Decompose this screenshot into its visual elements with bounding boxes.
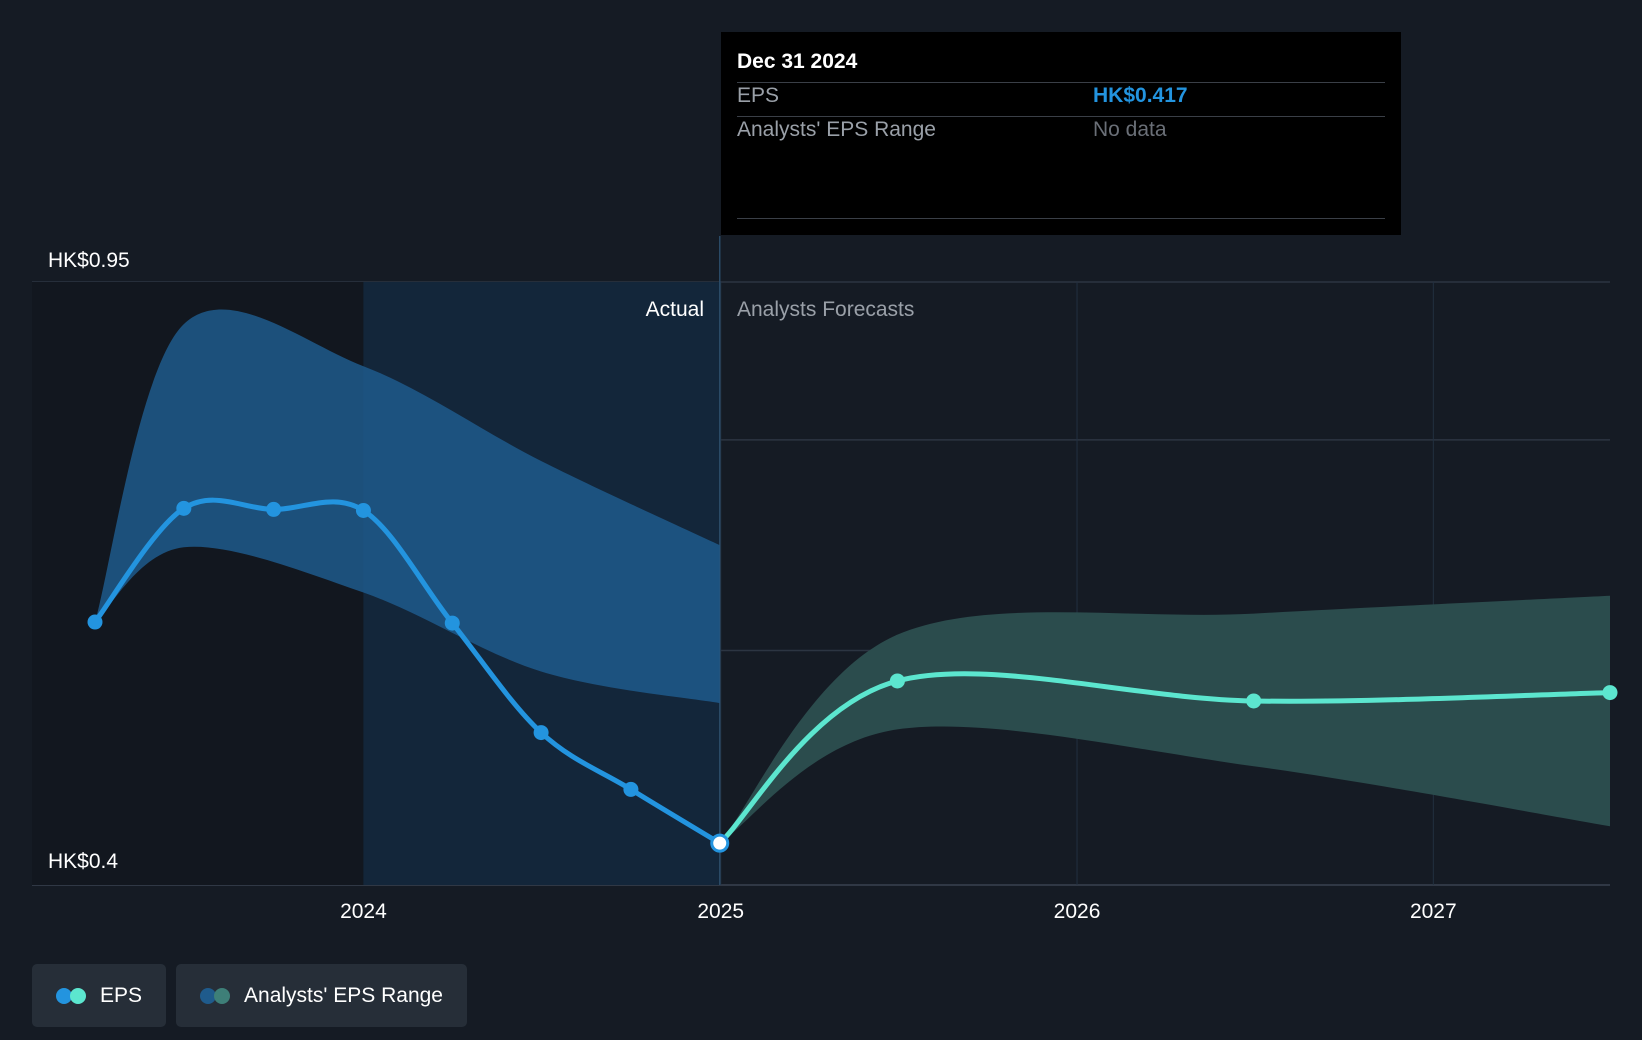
x-tick-label: 2024 bbox=[340, 900, 387, 923]
forecast-region-label: Analysts Forecasts bbox=[737, 298, 914, 321]
actual-region-label: Actual bbox=[646, 298, 704, 321]
eps-point-forecast bbox=[1246, 693, 1262, 709]
eps-line-forecast bbox=[717, 671, 1613, 846]
legend-eps-swatch bbox=[56, 987, 86, 1004]
legend: EPS Analysts' EPS Range bbox=[32, 964, 467, 1027]
x-tick-label: 2025 bbox=[697, 900, 744, 923]
legend-eps-label: EPS bbox=[100, 983, 143, 1007]
legend-range-label: Analysts' EPS Range bbox=[244, 983, 443, 1007]
range-band-forecast bbox=[719, 595, 1610, 844]
eps-point-actual bbox=[533, 725, 549, 741]
eps-point-actual bbox=[266, 501, 282, 517]
y-tick-label: HK$0.4 bbox=[48, 850, 118, 873]
range-bands bbox=[95, 309, 1610, 844]
tooltip: Dec 31 2024 EPS HK$0.417 Analysts' EPS R… bbox=[721, 32, 1401, 235]
tooltip-eps-label: EPS bbox=[737, 84, 780, 107]
eps-point-actual bbox=[444, 615, 460, 631]
axis-labels: Actual Analysts Forecasts 2024 2025 2026 20… bbox=[48, 249, 1457, 923]
eps-point-actual bbox=[176, 500, 192, 516]
tooltip-date: Dec 31 2024 bbox=[737, 50, 858, 73]
tooltip-divider bbox=[737, 82, 1385, 83]
eps-point-actual bbox=[87, 614, 103, 630]
tooltip-range-value: No data bbox=[1093, 118, 1167, 141]
tooltip-range-label: Analysts' EPS Range bbox=[737, 118, 936, 141]
tooltip-eps-value: HK$0.417 bbox=[1093, 84, 1188, 107]
eps-selected-point bbox=[710, 833, 730, 853]
range-band-actual bbox=[95, 309, 720, 704]
legend-range-swatch bbox=[200, 987, 231, 1004]
tooltip-divider bbox=[737, 218, 1385, 219]
eps-point-actual bbox=[623, 781, 639, 797]
legend-eps[interactable]: EPS bbox=[32, 964, 167, 1027]
x-tick-label: 2026 bbox=[1054, 900, 1101, 923]
x-tick-label: 2027 bbox=[1410, 900, 1457, 923]
tooltip-divider bbox=[737, 116, 1385, 117]
legend-range[interactable]: Analysts' EPS Range bbox=[176, 964, 467, 1027]
y-tick-label: HK$0.95 bbox=[48, 249, 130, 272]
eps-point-forecast bbox=[889, 673, 905, 689]
eps-point-actual bbox=[355, 502, 371, 518]
eps-points bbox=[87, 500, 1618, 853]
eps-point-forecast bbox=[1602, 685, 1618, 701]
